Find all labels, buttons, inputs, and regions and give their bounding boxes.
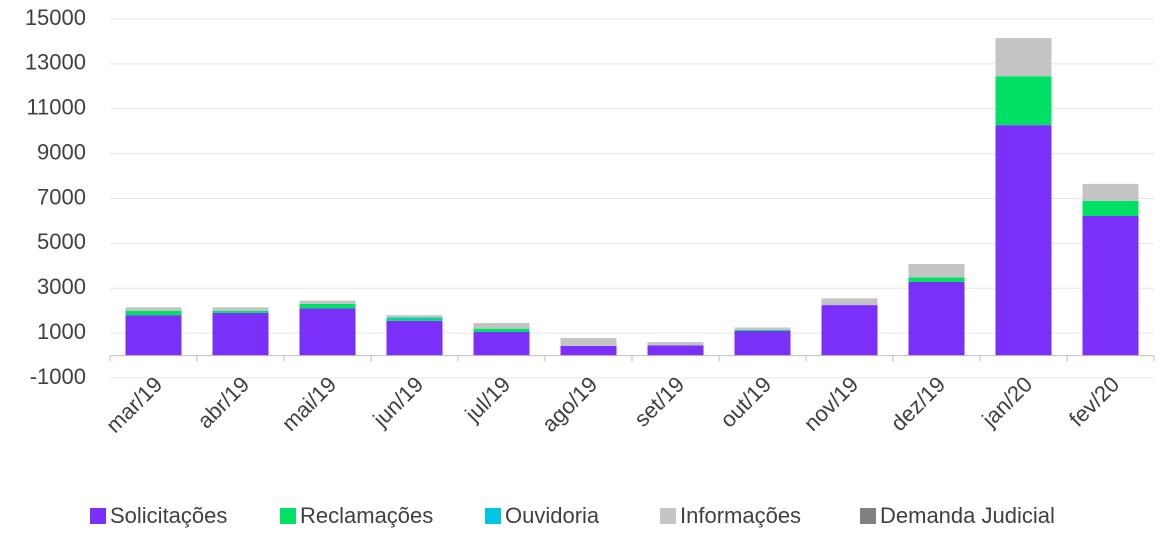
bar-segment bbox=[647, 342, 704, 346]
bar-segment bbox=[212, 310, 269, 313]
bar-segment bbox=[821, 305, 878, 356]
bar-segment bbox=[386, 317, 443, 319]
bar-segment bbox=[125, 307, 182, 311]
x-tick-label: out/19 bbox=[715, 372, 776, 433]
x-tick-label: ago/19 bbox=[537, 372, 602, 437]
bar-segment bbox=[212, 307, 269, 311]
legend-label: Solicitações bbox=[110, 503, 227, 528]
y-tick-label: 7000 bbox=[37, 184, 86, 209]
bar-segment bbox=[125, 310, 182, 316]
bar-segment bbox=[908, 281, 965, 356]
bar-segment bbox=[908, 277, 965, 282]
bar-segment bbox=[908, 264, 965, 278]
x-tick-label: nov/19 bbox=[799, 372, 863, 436]
y-tick-label: 9000 bbox=[37, 139, 86, 164]
bar-segment bbox=[386, 320, 443, 356]
y-tick-label: 11000 bbox=[26, 95, 86, 120]
legend-label: Ouvidoria bbox=[505, 503, 600, 528]
legend-swatch bbox=[485, 508, 501, 524]
y-tick-label: 1000 bbox=[37, 319, 86, 344]
y-tick-label: 5000 bbox=[37, 229, 86, 254]
bar-segment bbox=[212, 312, 269, 356]
x-tick-label: set/19 bbox=[629, 372, 689, 432]
bar-segment bbox=[299, 308, 356, 356]
bar-segment bbox=[995, 76, 1052, 126]
x-tick-label: fev/20 bbox=[1064, 372, 1124, 432]
y-tick-label: 15000 bbox=[25, 5, 86, 30]
legend-label: Reclamações bbox=[300, 503, 433, 528]
bar-segment bbox=[734, 329, 791, 331]
legend-label: Demanda Judicial bbox=[880, 503, 1055, 528]
bar-segment bbox=[821, 298, 878, 306]
bar-segment bbox=[473, 332, 530, 356]
x-tick-label: mai/19 bbox=[277, 372, 341, 436]
x-tick-label: abr/19 bbox=[192, 372, 254, 434]
bar-segment bbox=[1082, 183, 1139, 201]
x-tick-label: mar/19 bbox=[101, 372, 167, 438]
bar-segment bbox=[386, 315, 443, 318]
bar-segment bbox=[125, 315, 182, 356]
legend-swatch bbox=[860, 508, 876, 524]
bar-segment bbox=[473, 328, 530, 333]
bar-segment bbox=[995, 38, 1052, 77]
y-tick-label: 3000 bbox=[37, 274, 86, 299]
x-tick-label: dez/19 bbox=[886, 372, 950, 436]
legend-label: Informações bbox=[680, 503, 801, 528]
bar-segment bbox=[734, 327, 791, 330]
legend-swatch bbox=[660, 508, 676, 524]
x-tick-label: jul/19 bbox=[460, 372, 516, 428]
bar-segment bbox=[473, 323, 530, 329]
x-tick-label: jun/19 bbox=[367, 372, 428, 433]
legend-swatch bbox=[90, 508, 106, 524]
x-tick-label: jan/20 bbox=[976, 372, 1037, 433]
bar-segment bbox=[1082, 200, 1139, 217]
bar-segment bbox=[299, 300, 356, 304]
bar-segment bbox=[734, 330, 791, 356]
legend-swatch bbox=[280, 508, 296, 524]
bar-segment bbox=[1082, 216, 1139, 356]
bar-segment bbox=[299, 303, 356, 309]
y-tick-label: 13000 bbox=[25, 50, 86, 75]
bar-segment bbox=[647, 345, 704, 356]
bar-segment bbox=[995, 125, 1052, 356]
bar-segment bbox=[386, 318, 443, 321]
bar-segment bbox=[560, 338, 617, 346]
y-tick-label: -1000 bbox=[30, 364, 86, 389]
bar-segment bbox=[560, 345, 617, 356]
